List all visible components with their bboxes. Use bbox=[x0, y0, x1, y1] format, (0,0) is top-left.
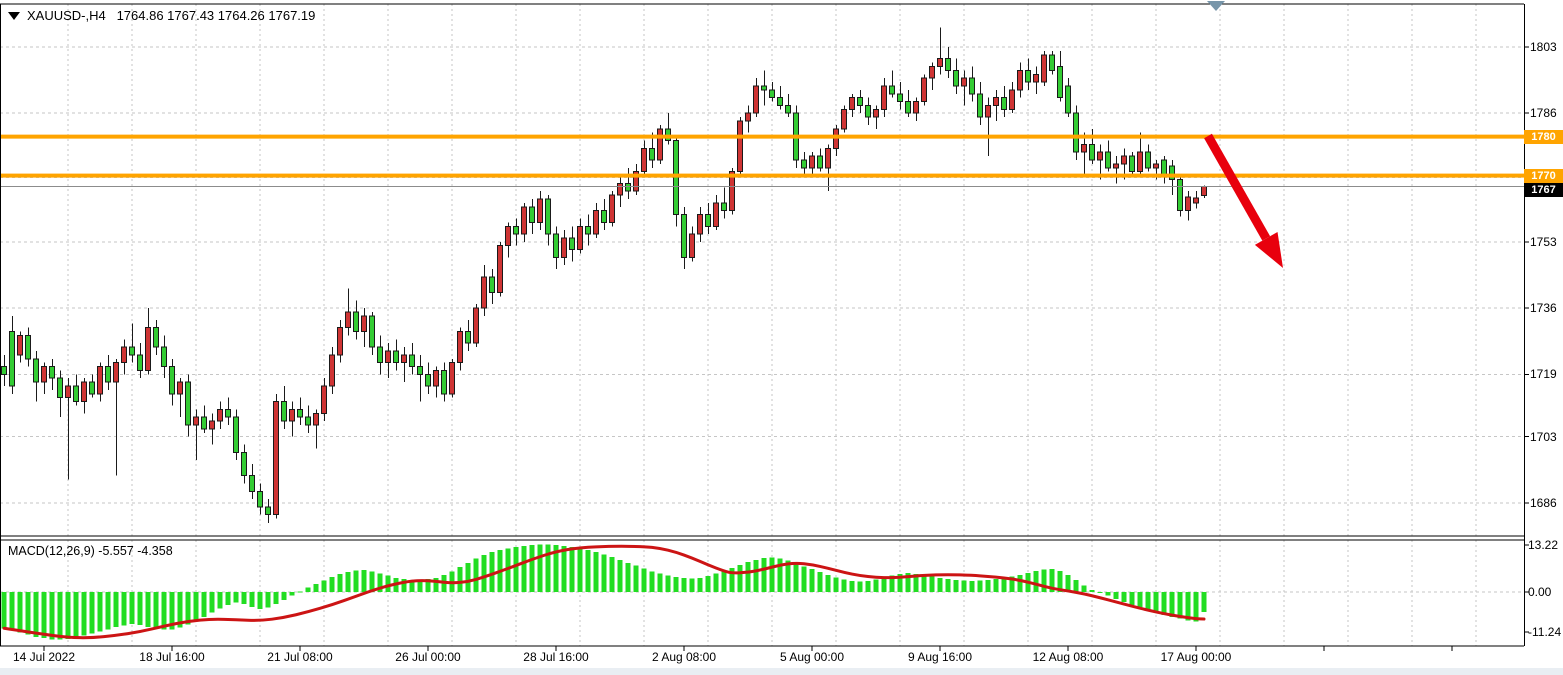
time-axis-label: 5 Aug 00:00 bbox=[779, 650, 845, 664]
level-price-tag-1780: 1780 bbox=[1524, 129, 1563, 144]
macd-axis-label: 0.00 bbox=[1528, 585, 1552, 599]
price-axis-label: 1703 bbox=[1530, 429, 1557, 444]
time-axis-label: 21 Jul 08:00 bbox=[267, 650, 333, 664]
macd-signal-line bbox=[2, 544, 1206, 640]
macd-axis-label: -11.24 bbox=[1528, 624, 1562, 639]
macd-axis-label: 13.22 bbox=[1528, 538, 1559, 552]
time-axis-label: 17 Aug 00:00 bbox=[1160, 650, 1232, 664]
time-axis-label: 12 Aug 08:00 bbox=[1032, 650, 1104, 664]
time-axis-label: 26 Jul 00:00 bbox=[395, 650, 461, 664]
down-arrow-annotation[interactable] bbox=[1204, 133, 1283, 268]
time-axis-label: 18 Jul 16:00 bbox=[139, 650, 205, 664]
chart-shift-marker-icon[interactable] bbox=[1207, 1, 1225, 11]
price-axis-label: 1686 bbox=[1530, 495, 1557, 510]
time-axis-label: 28 Jul 16:00 bbox=[523, 650, 589, 664]
time-axis-label: 14 Jul 2022 bbox=[12, 650, 76, 664]
symbol-title-text: XAUUSD-,H4 1764.86 1767.43 1764.26 1767.… bbox=[27, 8, 316, 23]
resistance-line-1780[interactable] bbox=[0, 134, 1524, 139]
price-axis-label: 1786 bbox=[1530, 106, 1557, 121]
symbol-dropdown-triangle-icon[interactable] bbox=[8, 11, 20, 20]
candles bbox=[1, 27, 1207, 523]
resistance-line-1770[interactable] bbox=[0, 173, 1524, 178]
price-axis-label: 1753 bbox=[1530, 234, 1557, 249]
price-axis-label: 1803 bbox=[1530, 40, 1557, 54]
time-axis-label: 2 Aug 08:00 bbox=[651, 650, 717, 664]
panel-borders bbox=[0, 3, 1529, 651]
v-gridlines bbox=[67, 4, 1477, 646]
h-gridlines bbox=[0, 46, 1524, 593]
macd-indicator-label: MACD(12,26,9) -5.557 -4.358 bbox=[8, 544, 173, 558]
time-axis-label: 9 Aug 16:00 bbox=[907, 650, 973, 664]
macd-histogram bbox=[1, 544, 1207, 640]
price-axis-label: 1719 bbox=[1530, 367, 1557, 382]
bottom-strip bbox=[0, 668, 1563, 675]
level-price-tag-1770: 1770 bbox=[1524, 168, 1563, 183]
symbol-title: XAUUSD-,H4 1764.86 1767.43 1764.26 1767.… bbox=[8, 8, 315, 23]
current-price-tag: 1767 bbox=[1524, 182, 1563, 197]
price-axis-label: 1736 bbox=[1530, 301, 1557, 316]
